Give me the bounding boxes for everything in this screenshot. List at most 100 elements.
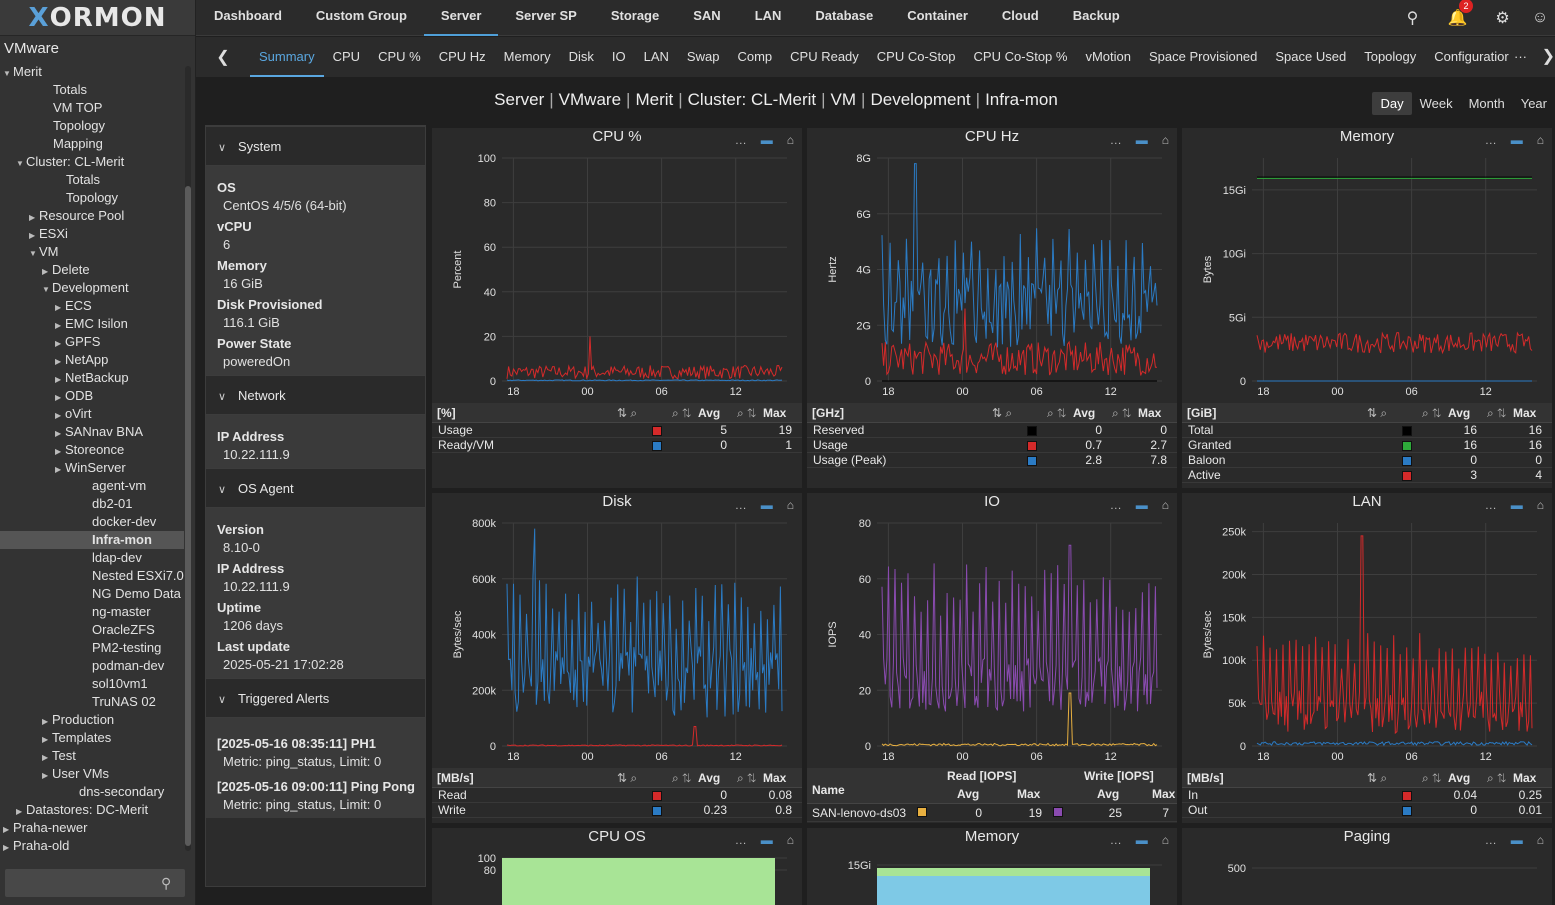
home-icon[interactable]: ⌂ [1161,833,1169,847]
caret-down-icon[interactable]: ▼ [42,285,50,294]
alert-title[interactable]: [2025-05-16 09:00:11] Ping Pong [217,779,415,794]
tree-search-input[interactable] [5,869,185,897]
more-icon[interactable]: … [1109,498,1122,512]
caret-right-icon[interactable]: ▶ [42,267,49,276]
top-nav-container[interactable]: Container [907,7,968,23]
more-tabs-button[interactable]: ··· [1514,49,1527,64]
tree-item[interactable]: ▼ Merit [0,63,184,81]
legend-avg-header[interactable]: Avg [698,771,721,785]
tree-item[interactable]: ▶ Datastores: DC-Merit [0,801,184,819]
database-icon[interactable]: ▬ [1510,133,1523,147]
tree-item[interactable]: ▶ GPFS [0,333,184,351]
top-nav-cloud[interactable]: Cloud [1001,7,1039,23]
alert-title[interactable]: [2025-05-16 08:35:11] PH1 [217,736,376,751]
tree-item[interactable]: ▶ ODB [0,387,184,405]
caret-right-icon[interactable]: ▶ [55,375,62,384]
tree-item[interactable]: ▶ Resource Pool [0,207,184,225]
sort-icon[interactable]: ⌕ ⇅ [737,406,757,420]
tree-item[interactable]: ▶ Praha-newer [0,819,184,837]
tree-item[interactable]: Totals [0,171,184,189]
tree-item[interactable]: Totals [0,81,184,99]
caret-right-icon[interactable]: ▶ [55,393,62,402]
top-nav-backup[interactable]: Backup [1072,7,1120,23]
tree-item[interactable]: ▶ User VMs [0,765,184,783]
tree-item[interactable]: ▼ Development [0,279,184,297]
tree-item[interactable]: ▶ EMC Isilon [0,315,184,333]
legend-max-header[interactable]: Max [763,406,787,420]
tab-space-provisioned[interactable]: Space Provisioned [1148,49,1258,64]
sort-icon[interactable]: ⌕ ⇅ [1422,771,1442,785]
database-icon[interactable]: ▬ [760,133,773,147]
sort-icon[interactable]: ⌕ ⇅ [1487,771,1507,785]
tab-cpu-co-stop[interactable]: CPU Co-Stop [876,49,956,64]
caret-right-icon[interactable]: ▶ [55,411,62,420]
section-network[interactable]: ∨ Network [206,375,425,415]
top-nav-server[interactable]: Server [423,0,499,36]
period-day[interactable]: Day [1372,92,1412,115]
legend-avg-header[interactable]: Avg [957,787,980,801]
database-icon[interactable]: ▬ [1510,833,1523,847]
legend-row[interactable]: Total 16 16 [1182,423,1552,438]
legend-row[interactable]: Write 0.23 0.8 [432,803,802,818]
legend-max-header[interactable]: Max [1017,787,1041,801]
legend-max-header[interactable]: Max [1152,787,1176,801]
tree-item[interactable]: ▶ Templates [0,729,184,747]
database-icon[interactable]: ▬ [1135,833,1148,847]
caret-down-icon[interactable]: ▼ [3,69,11,78]
period-month[interactable]: Month [1468,96,1505,111]
legend-row[interactable]: Read 0 0.08 [432,788,802,803]
gear-icon[interactable]: ⚙ [1495,10,1510,27]
top-nav-database[interactable]: Database [815,7,874,23]
chevron-left-icon[interactable]: ❮ [216,49,230,66]
user-icon[interactable]: ☺ [1531,9,1549,26]
home-icon[interactable]: ⌂ [786,498,794,512]
tree-item[interactable]: TruNAS 02 [0,693,184,711]
legend-unit[interactable]: [MB/s] [437,771,474,785]
sort-icon[interactable]: ⇅ ⌕ [1367,771,1388,785]
tab-memory[interactable]: Memory [503,49,551,64]
tree-item[interactable]: Infra-mon [0,531,184,549]
tree-item[interactable]: ▶ Praha-old [0,837,184,855]
legend-row[interactable]: Baloon 0 0 [1182,453,1552,468]
tree-item[interactable]: ▼ Cluster: CL-Merit [0,153,184,171]
legend-row[interactable]: SAN-lenovo-ds03 0 19 25 7 [807,804,1177,822]
caret-right-icon[interactable]: ▶ [29,231,36,240]
legend-row[interactable]: In 0.04 0.25 [1182,788,1552,803]
tab-cpu-co-stop-[interactable]: CPU Co-Stop % [973,49,1068,64]
caret-right-icon[interactable]: ▶ [55,339,62,348]
search-icon[interactable]: ⚲ [1406,10,1419,27]
sort-icon[interactable]: ⌕ ⇅ [672,406,692,420]
caret-right-icon[interactable]: ▶ [29,213,36,222]
section-os-agent[interactable]: ∨ OS Agent [206,468,425,508]
breadcrumb-item[interactable]: Server [494,90,545,109]
tree-item[interactable]: ng-master [0,603,184,621]
home-icon[interactable]: ⌂ [1536,133,1544,147]
sort-icon[interactable]: ⌕ ⇅ [1047,406,1067,420]
legend-row[interactable]: Granted 16 16 [1182,438,1552,453]
tab-vmotion[interactable]: vMotion [1085,49,1131,64]
home-icon[interactable]: ⌂ [1536,833,1544,847]
tree-item[interactable]: Topology [0,117,184,135]
more-icon[interactable]: … [734,133,747,147]
caret-down-icon[interactable]: ▼ [29,249,37,258]
tab-cpu-ready[interactable]: CPU Ready [790,49,859,64]
caret-right-icon[interactable]: ▶ [42,771,49,780]
legend-max-header[interactable]: Max [1513,406,1537,420]
section-system[interactable]: ∨ System [206,126,425,166]
legend-unit[interactable]: [%] [437,406,456,420]
database-icon[interactable]: ▬ [1510,498,1523,512]
caret-right-icon[interactable]: ▶ [42,735,49,744]
tree-item[interactable]: Mapping [0,135,184,153]
database-icon[interactable]: ▬ [1135,498,1148,512]
home-icon[interactable]: ⌂ [786,133,794,147]
legend-unit[interactable]: [GHz] [812,406,844,420]
legend-row[interactable]: Out 0 0.01 [1182,803,1552,818]
top-nav-storage[interactable]: Storage [610,7,660,23]
legend-row[interactable]: Usage 5 19 [432,423,802,438]
tree-item[interactable]: ▶ ESXi [0,225,184,243]
sort-icon[interactable]: ⇅ ⌕ [617,406,638,420]
caret-right-icon[interactable]: ▶ [55,465,62,474]
tree-item[interactable]: ▶ NetApp [0,351,184,369]
database-icon[interactable]: ▬ [760,833,773,847]
tab-comp[interactable]: Comp [737,49,773,64]
